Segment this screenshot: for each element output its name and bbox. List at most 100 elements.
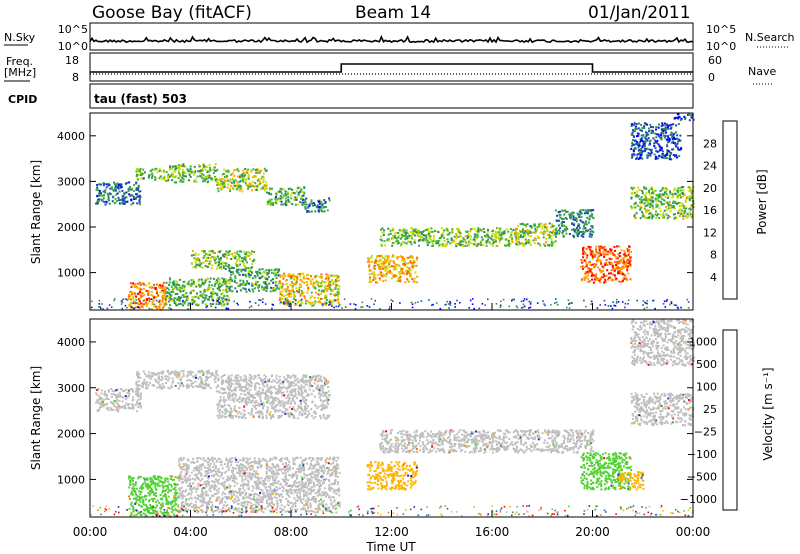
- power-echo-cell: [319, 297, 322, 300]
- power-echo-cell: [661, 155, 664, 158]
- velocity-echo-cell: [297, 404, 300, 407]
- power-echo-cell: [141, 172, 144, 175]
- velocity-echo-cell: [310, 379, 313, 382]
- power-echo-cell: [380, 275, 383, 278]
- power-echo-cell: [559, 227, 562, 230]
- power-echo-cell: [313, 296, 316, 299]
- power-echo-cell: [657, 193, 660, 196]
- power-echo-cell: [546, 226, 549, 229]
- power-echo-cell: [522, 245, 525, 248]
- power-echo-cell: [399, 275, 402, 278]
- power-echo-cell: [301, 203, 304, 206]
- power-echo-cell: [625, 264, 628, 267]
- power-echo-cell: [414, 302, 417, 304]
- power-echo-cell: [447, 240, 450, 243]
- power-echo-cell: [128, 305, 131, 307]
- velocity-echo-cell: [205, 378, 208, 381]
- power-echo-cell: [397, 236, 400, 239]
- power-echo-cell: [198, 261, 201, 264]
- power-echo-cell: [136, 173, 139, 176]
- power-echo-cell: [411, 234, 414, 237]
- velocity-echo-cell: [95, 392, 98, 395]
- power-echo-cell: [171, 283, 174, 286]
- power-echo-cell: [380, 262, 383, 265]
- power-echo-cell: [216, 281, 218, 283]
- power-echo-cell: [582, 256, 585, 259]
- velocity-echo-cell: [301, 397, 304, 400]
- power-echo-cell: [186, 168, 189, 171]
- power-echo-cell: [646, 132, 649, 135]
- station-title: Goose Bay (fitACF): [92, 3, 252, 23]
- power-echo-cell: [98, 183, 100, 186]
- power-echo-cell: [227, 183, 230, 186]
- power-echo-cell: [615, 277, 618, 280]
- power-echo-cell: [368, 260, 371, 263]
- velocity-echo-cell: [240, 400, 243, 403]
- power-echo-cell: [251, 288, 254, 291]
- velocity-echo-cell: [130, 388, 132, 391]
- power-echo-cell: [110, 306, 113, 308]
- power-echo-cell: [223, 178, 226, 181]
- velocity-echo-cell: [208, 385, 210, 387]
- power-echo-cell: [624, 275, 627, 278]
- power-echo-cell: [293, 291, 295, 294]
- power-echo-cell: [602, 252, 605, 255]
- power-echo-cell: [170, 298, 173, 301]
- power-echo-cell: [591, 272, 594, 274]
- power-echo-cell: [98, 199, 101, 202]
- power-echo-cell: [240, 268, 243, 271]
- power-echo-cell: [369, 276, 371, 279]
- power-echo-cell: [243, 256, 246, 259]
- power-echo-cell: [253, 283, 256, 286]
- power-echo-cell: [232, 255, 235, 258]
- velocity-echo-cell: [298, 386, 301, 389]
- power-echo-cell: [211, 296, 214, 299]
- power-echo-cell: [484, 240, 487, 243]
- power-echo-cell: [427, 228, 430, 231]
- velocity-echo-cell: [190, 380, 193, 383]
- power-echo-cell: [660, 156, 663, 159]
- power-echo-cell: [675, 131, 677, 134]
- power-echo-cell: [668, 139, 671, 142]
- power-echo-cell: [666, 150, 669, 153]
- power-echo-cell: [603, 245, 606, 248]
- velocity-echo-cell: [238, 401, 241, 404]
- power-echo-cell: [634, 142, 637, 145]
- power-echo-cell: [465, 241, 468, 244]
- velocity-echo-cell: [104, 390, 107, 393]
- power-echo-cell: [250, 185, 253, 188]
- velocity-echo-cell: [227, 414, 230, 417]
- velocity-echo-cell: [139, 405, 142, 407]
- power-echo-cell: [294, 203, 297, 206]
- power-echo-cell: [635, 123, 638, 125]
- power-echo-cell: [587, 272, 590, 274]
- power-echo-cell: [237, 271, 240, 274]
- power-echo-cell: [299, 201, 302, 203]
- power-echo-cell: [409, 269, 412, 272]
- power-echo-cell: [108, 202, 111, 205]
- velocity-echo-cell: [139, 384, 142, 387]
- power-echo-cell: [116, 199, 118, 202]
- power-echo-cell: [101, 199, 104, 201]
- velocity-echo-cell: [239, 388, 241, 391]
- velocity-echo-cell: [97, 387, 100, 390]
- power-echo-cell: [166, 295, 168, 298]
- velocity-echo-cell: [225, 379, 228, 382]
- power-echo-cell: [669, 124, 672, 127]
- power-echo-cell: [403, 231, 406, 234]
- power-echo-cell: [613, 254, 616, 257]
- power-echo-cell: [640, 139, 643, 142]
- power-echo-cell: [555, 228, 557, 231]
- power-echo-cell: [382, 234, 385, 237]
- power-echo-cell: [559, 216, 562, 219]
- power-echo-cell: [159, 299, 162, 302]
- power-echo-cell: [644, 123, 647, 125]
- power-echo-cell: [464, 244, 467, 247]
- power-echo-cell: [129, 301, 132, 304]
- power-echo-cell: [534, 223, 537, 226]
- velocity-echo-cell: [103, 392, 106, 395]
- power-echo-cell: [217, 178, 220, 181]
- velocity-echo-cell: [278, 409, 281, 412]
- power-echo-cell: [691, 204, 694, 207]
- velocity-echo-cell: [107, 408, 110, 411]
